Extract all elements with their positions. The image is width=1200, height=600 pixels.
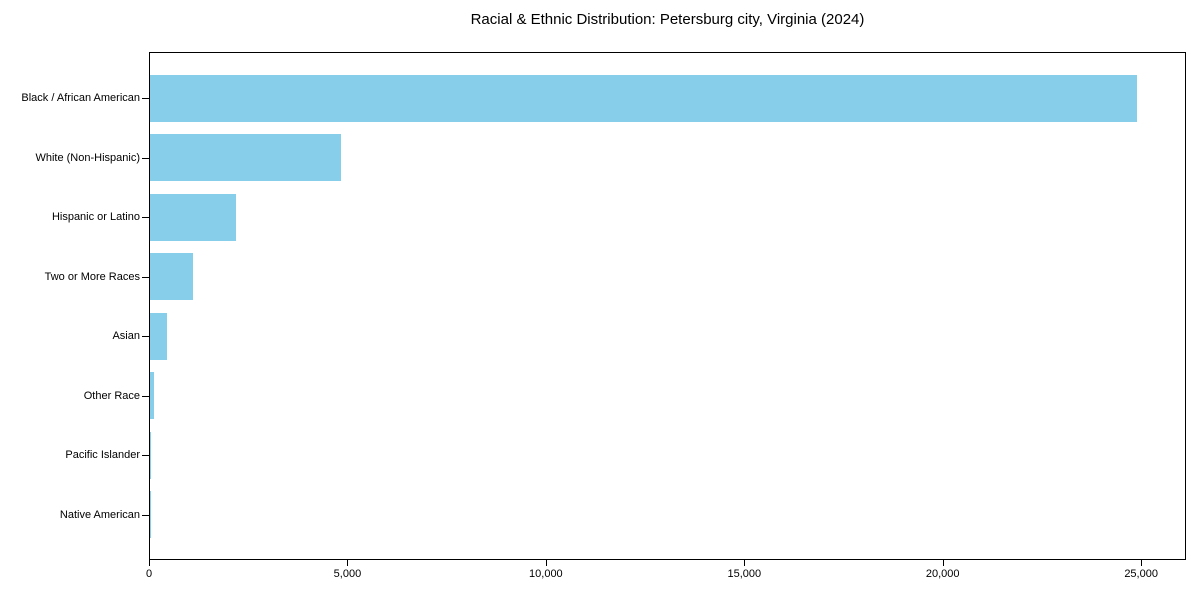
bar-hispanic-or-latino [150, 193, 237, 241]
y-tick-mark [142, 395, 149, 397]
x-tick-mark [1141, 560, 1143, 566]
y-axis-label: Asian [112, 330, 140, 342]
bar-other-race [150, 372, 154, 419]
x-tick-mark [149, 560, 150, 566]
x-tick-mark [744, 560, 746, 566]
x-tick-label: 25,000 [1124, 568, 1158, 580]
y-tick-mark [142, 98, 149, 99]
x-tick-mark [347, 560, 349, 566]
chart-title: Racial & Ethnic Distribution: Petersburg… [470, 11, 865, 28]
y-tick-mark [142, 336, 149, 337]
y-axis-label: Native American [59, 508, 140, 521]
bar-white-non-hispanic [150, 134, 341, 181]
plot-area [149, 52, 1186, 560]
y-tick-mark [142, 514, 149, 516]
y-axis-label: Two or More Races [44, 270, 140, 283]
x-tick-label: 5,000 [333, 568, 362, 580]
x-tick-mark [545, 560, 547, 566]
x-tick-mark [942, 560, 944, 566]
y-axis-label: Hispanic or Latino [51, 211, 140, 223]
bar-black-african-american [150, 74, 1137, 122]
y-axis-label: Black / African American [21, 92, 140, 104]
y-tick-mark [142, 276, 149, 278]
bar-pacific-islander [150, 431, 152, 479]
bar-two-or-more-races [150, 253, 194, 300]
y-axis-label: Other Race [83, 389, 140, 402]
bar-asian [150, 312, 168, 360]
y-tick-mark [142, 157, 149, 159]
x-tick-label: 15,000 [727, 568, 762, 580]
y-axis-label: Pacific Islander [65, 449, 140, 461]
x-tick-label: 20,000 [925, 568, 960, 580]
y-axis-label: White (Non-Hispanic) [35, 151, 140, 164]
x-tick-label: 10,000 [529, 568, 563, 580]
y-tick-mark [142, 217, 149, 218]
y-tick-mark [142, 455, 149, 456]
x-tick-label: 0 [145, 568, 153, 580]
